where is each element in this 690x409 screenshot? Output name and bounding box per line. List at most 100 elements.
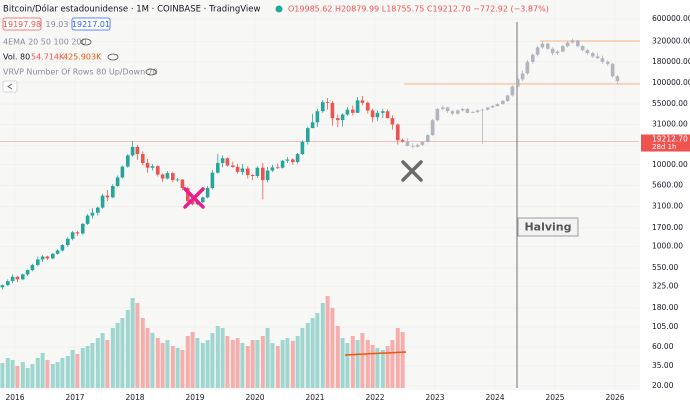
candle-body [235,166,240,172]
volume-bar [265,328,270,388]
eye-icon[interactable] [145,68,157,76]
volume-bar [20,362,25,388]
volume-bar [260,336,265,388]
candle-body [400,140,405,142]
candle-body [486,107,490,110]
volume-bar [365,340,370,388]
collapse-button[interactable] [2,80,18,93]
candle-body [531,54,535,62]
volume-bar [285,338,290,388]
bid-price: 19197.98 [3,20,41,29]
candle-body [6,281,10,286]
volume-bar [35,358,40,388]
y-tick-label: 180000.00 [652,57,690,66]
candle-body [550,48,555,54]
candle-body [225,158,230,166]
candle-body [150,166,155,168]
candle-body [330,102,335,119]
volume-bar [300,328,305,388]
volume-bar [205,340,210,388]
candle-body [610,63,615,77]
indicator-ema: 4EMA 20 50 100 200 [3,38,87,47]
axis-layer: 600000.00 320000.00 180000.00 100000.00 5500… [5,14,690,402]
candle-body [441,107,445,109]
candle-body [355,100,360,113]
candle-body [430,120,435,136]
candle-body [36,259,40,265]
volume-bar [335,326,340,388]
candle-body [465,108,470,113]
candle-body [285,159,290,161]
volume-bar [85,346,90,388]
candle-body [0,285,5,288]
y-tick-label: 5600.00 [652,180,683,189]
candle-body [295,154,300,163]
volume-bar [210,333,215,388]
candle-body [321,102,325,112]
candle-body [450,111,455,114]
volume-bar [330,308,335,388]
y-tick-label: 550.00 [652,263,678,272]
eye-icon[interactable] [80,38,92,46]
volume-bar [380,350,385,388]
volume-bar [90,343,95,388]
candle-body [45,256,50,259]
candle-body [520,73,525,80]
candle-body [265,170,270,181]
candle-body [336,118,340,121]
bid-box[interactable] [2,17,42,31]
candle-body [540,43,545,48]
candle-body [360,100,365,103]
price-tag-box [641,134,690,152]
candle-body [471,112,475,113]
eye-icon[interactable] [107,53,119,61]
candle-body [480,109,485,111]
candle-body [390,118,395,125]
candle-body [340,114,345,121]
volume-bar [235,338,240,388]
x-tick-label: 2022 [365,393,384,402]
candle-body [270,167,275,171]
volume-bar [385,346,390,388]
candle-body [115,177,120,187]
time-axis-background [0,390,640,405]
candle-body [310,122,315,129]
volume-bar [290,341,295,388]
candle-body [255,167,260,176]
symbol-title: Bitcoin/Dólar estadounidense · 1M · COIN… [3,4,260,15]
volume-bar [10,360,15,388]
volume-bar [240,343,245,388]
y-tick-label: 35.00 [652,361,674,370]
volume-bar [150,333,155,388]
ask-box[interactable] [71,17,111,31]
candle-body [240,168,245,172]
volume-bar [165,340,170,388]
volume-bar [395,328,400,388]
volume-layer [0,296,405,388]
volume-bar [50,364,55,388]
volume-bar [115,323,120,388]
volume-value: 54.714K [31,53,65,62]
pink-cross [183,187,205,209]
x-tick-label: 2018 [125,393,144,402]
y-tick-label: 105.00 [652,322,678,331]
candle-body [111,186,115,198]
candle-body [495,104,500,107]
candle-body [576,40,580,47]
y-tick-label: 10000.00 [652,160,688,169]
candle-body [180,179,185,189]
candle-body [445,107,450,112]
volume-bar [180,350,185,388]
volume-bar [230,340,235,388]
volume-bar [310,318,315,388]
volume-bar [245,346,250,388]
y-tick-label: 325.00 [652,282,678,291]
halving-label: Halving [524,221,571,234]
candle-body [96,207,100,213]
candle-body [276,167,280,169]
grid-layer [0,141,639,142]
candle-body [370,110,375,118]
candle-body [375,112,380,118]
candle-body [10,276,15,282]
candle-body [141,154,145,164]
